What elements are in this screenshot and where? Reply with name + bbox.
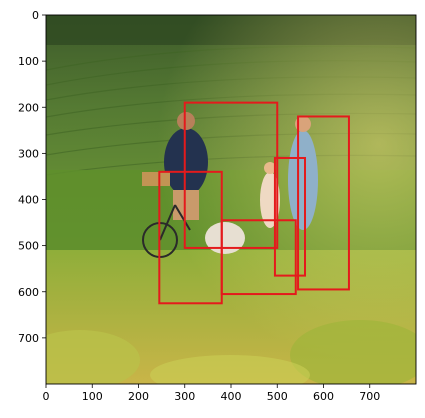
x-tick-label: 600 xyxy=(313,390,334,403)
bounding-box-woman xyxy=(297,115,350,291)
bicycle-basket xyxy=(142,172,170,186)
dog-figure xyxy=(205,222,245,254)
foreground-leaves-left xyxy=(46,330,140,384)
x-tick-label: 400 xyxy=(221,390,242,403)
woman-figure xyxy=(288,130,318,230)
bounding-box-man xyxy=(183,101,279,249)
y-tick-label: 200 xyxy=(18,101,39,114)
y-axis: 0 100 200 300 400 500 600 700 xyxy=(18,9,46,345)
photo xyxy=(46,15,416,384)
x-tick-label: 100 xyxy=(82,390,103,403)
x-tick-label: 700 xyxy=(359,390,380,403)
y-tick-label: 400 xyxy=(18,194,39,207)
child-head xyxy=(264,162,276,174)
bounding-box-dog xyxy=(220,219,297,296)
x-axis: 0 100 200 300 400 500 600 700 xyxy=(43,384,380,403)
y-tick-label: 300 xyxy=(18,147,39,160)
man-head xyxy=(177,112,195,130)
x-tick-label: 0 xyxy=(43,390,50,403)
x-tick-label: 500 xyxy=(267,390,288,403)
y-tick-label: 0 xyxy=(32,9,39,22)
y-tick-label: 700 xyxy=(18,332,39,345)
foreground-leaves-right xyxy=(290,320,416,384)
y-tick-label: 600 xyxy=(18,286,39,299)
y-tick-label: 500 xyxy=(18,240,39,253)
x-tick-label: 300 xyxy=(174,390,195,403)
x-tick-label: 200 xyxy=(128,390,149,403)
bounding-boxes xyxy=(158,101,350,305)
y-tick-label: 100 xyxy=(18,55,39,68)
bounding-box-child xyxy=(273,156,306,277)
foreground-leaves-center xyxy=(150,355,310,384)
man-figure xyxy=(164,128,208,196)
man-shorts xyxy=(173,190,199,220)
